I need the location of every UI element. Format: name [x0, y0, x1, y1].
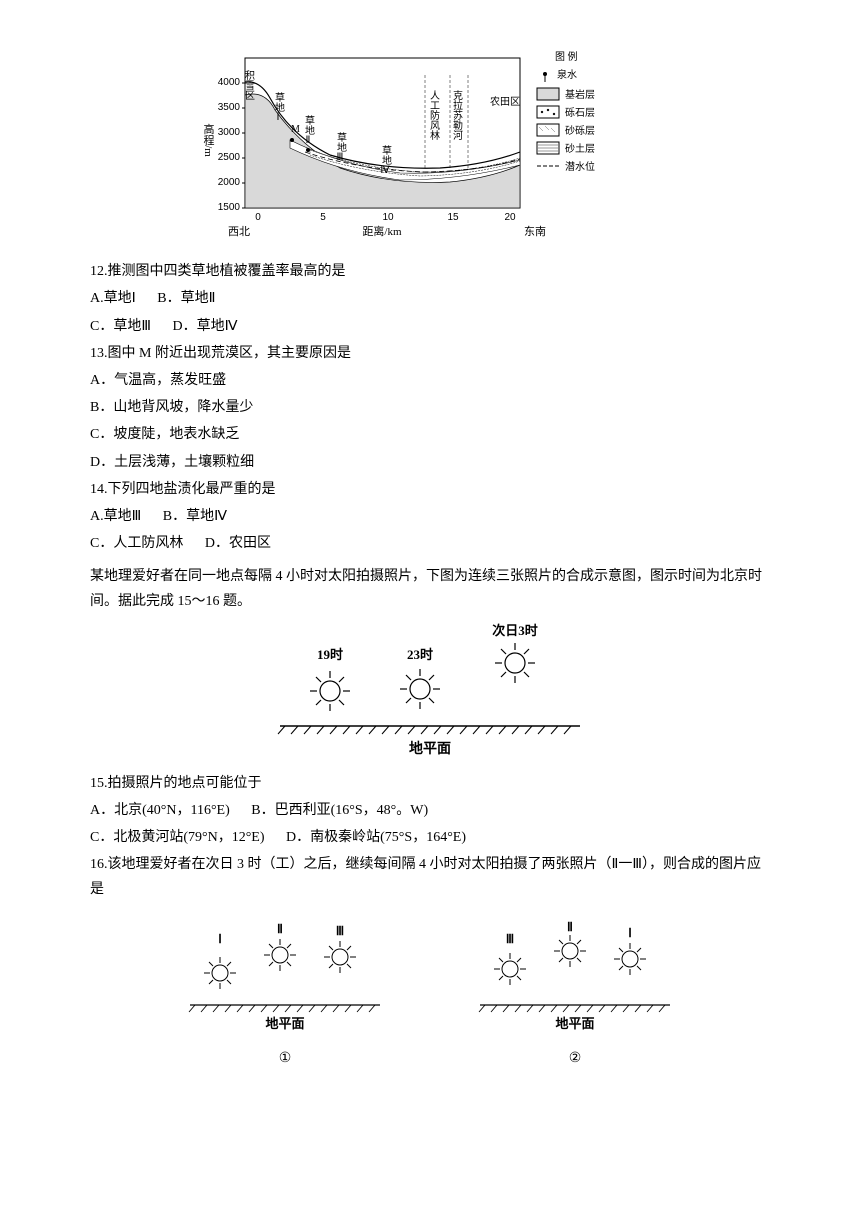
q13-opt-c[interactable]: C．坡度陡，地表水缺乏: [90, 422, 770, 447]
xtick-0: 0: [255, 212, 261, 223]
legend-bedrock: 基岩层: [565, 88, 595, 101]
fig1-ground: 地平面: [265, 1016, 304, 1031]
legend-sand: 砂土层: [565, 142, 595, 155]
ytick-2000: 2000: [218, 177, 241, 188]
xtick-15: 15: [447, 212, 459, 223]
q14-stem: 14.下列四地盐渍化最严重的是: [90, 477, 770, 502]
q16-stem: 16.该地理爱好者在次日 3 时（工）之后，继续每间隔 4 小时对太阳拍摄了两张…: [90, 852, 770, 902]
q12-opt-b[interactable]: B．草地Ⅱ: [157, 291, 215, 306]
y-axis-label: 高程/m: [202, 122, 215, 157]
context-sun: 某地理爱好者在同一地点每隔 4 小时对太阳拍摄照片，下图为连续三张照片的合成示意…: [90, 564, 770, 614]
fig1-caption: ①: [180, 1046, 390, 1071]
sun-label-next3: 次日3时: [492, 623, 538, 638]
region-forest: 人工防风林: [428, 90, 440, 141]
ytick-3500: 3500: [218, 102, 241, 113]
q13-opt-a[interactable]: A．气温高，蒸发旺盛: [90, 368, 770, 393]
cross-section-diagram: 1500 2000 2500 3000 3500 4000 0 5 10 15 …: [90, 40, 770, 249]
fig2-ground: 地平面: [555, 1016, 594, 1031]
region-g2: 草地Ⅱ: [303, 115, 315, 146]
ytick-3000: 3000: [218, 127, 241, 138]
q15-opt-d[interactable]: D．南极秦岭站(75°S，164°E): [286, 830, 466, 845]
spring-icon: [306, 148, 310, 152]
q15-opt-c[interactable]: C．北极黄河站(79°N，12°E): [90, 830, 265, 845]
q13-opt-d[interactable]: D．土层浅薄，土壤颗粒细: [90, 450, 770, 475]
ytick-1500: 1500: [218, 202, 241, 213]
q15-opt-b[interactable]: B．巴西利亚(16°S，48°。W): [251, 803, 428, 818]
legend-title: 图 例: [555, 50, 578, 63]
sun-diagram: 19时 23时 次日3时: [90, 621, 770, 761]
spring-icon: [290, 138, 294, 142]
xtick-5: 5: [320, 212, 326, 223]
fig1-label-1: Ⅰ: [218, 932, 222, 946]
dir-right: 东南: [524, 225, 546, 238]
fig2-caption: ②: [470, 1046, 680, 1071]
region-farm: 农田区: [490, 95, 520, 108]
q12-opt-a[interactable]: A.草地Ⅰ: [90, 291, 136, 306]
q12-opt-c[interactable]: C．草地Ⅲ: [90, 319, 151, 334]
q15-opt-a[interactable]: A．北京(40°N，116°E): [90, 803, 230, 818]
q14-opt-a[interactable]: A.草地Ⅲ: [90, 509, 141, 524]
q14-opt-c[interactable]: C．人工防风林: [90, 536, 183, 551]
q13-stem: 13.图中 M 附近出现荒漠区，其主要原因是: [90, 341, 770, 366]
region-g4: 草地Ⅳ: [379, 145, 391, 176]
ytick-4000: 4000: [218, 77, 241, 88]
fig2-label-2: Ⅱ: [567, 920, 573, 934]
sun-label-19: 19时: [317, 647, 343, 662]
xtick-10: 10: [382, 212, 394, 223]
q15-stem: 15.拍摄照片的地点可能位于: [90, 771, 770, 796]
q12-stem: 12.推测图中四类草地植被覆盖率最高的是: [90, 259, 770, 284]
q16-fig1: Ⅰ Ⅱ Ⅲ 地平面 ①: [180, 913, 390, 1071]
q14-opt-d[interactable]: D．农田区: [205, 536, 271, 551]
region-river: 克拉苏勒河: [451, 90, 463, 140]
region-g1: 草地Ⅰ: [273, 92, 285, 123]
legend-spring: 泉水: [557, 68, 577, 81]
legend-sandgravel: 砂砾层: [565, 124, 595, 137]
region-g3: 草地Ⅲ: [335, 132, 347, 163]
q12-opt-d[interactable]: D．草地Ⅳ: [173, 319, 238, 334]
q16-fig2: Ⅲ Ⅱ Ⅰ 地平面 ②: [470, 913, 680, 1071]
xtick-20: 20: [504, 212, 516, 223]
marker-m: M: [291, 124, 300, 135]
q13-opt-b[interactable]: B．山地背风坡，降水量少: [90, 395, 770, 420]
legend-gravel: 砾石层: [565, 106, 595, 119]
fig2-label-1: Ⅲ: [506, 932, 514, 946]
ytick-2500: 2500: [218, 152, 241, 163]
fig2-label-3: Ⅰ: [628, 926, 632, 940]
region-snow: 积雪区: [243, 70, 255, 100]
sun-label-23: 23时: [407, 647, 433, 662]
legend-water: 潜水位: [565, 160, 595, 173]
x-axis-label: 距离/km: [362, 224, 402, 238]
ground-label: 地平面: [409, 740, 451, 757]
fig1-label-2: Ⅱ: [277, 922, 283, 936]
fig1-label-3: Ⅲ: [336, 924, 344, 938]
q14-opt-b[interactable]: B．草地Ⅳ: [163, 509, 227, 524]
dir-left: 西北: [228, 225, 250, 238]
